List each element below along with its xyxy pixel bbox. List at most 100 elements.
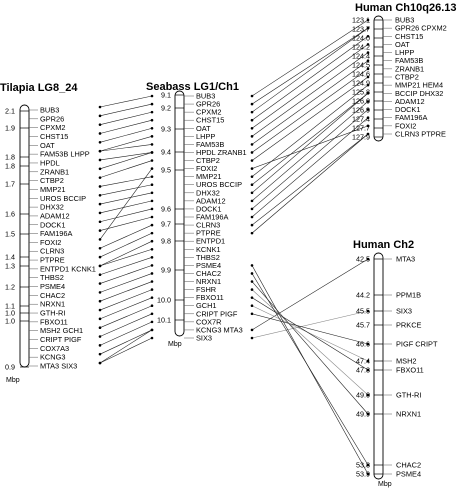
gene-label: UROS BCCIP (40, 194, 86, 203)
synteny-dot (98, 211, 102, 215)
synteny-dot (366, 463, 370, 467)
synteny-line (99, 297, 153, 320)
gene-label: GPR26 CPXM2 (395, 24, 447, 33)
synteny-line (251, 36, 369, 121)
synteny-dot (98, 167, 102, 171)
position-label: 9.2 (161, 104, 171, 113)
gene-label: MTA3 (396, 255, 415, 264)
position-label: 9.6 (161, 205, 171, 214)
gene-label: FAM53B (395, 56, 423, 65)
synteny-line (251, 133, 369, 226)
position-label: 1.1 (5, 302, 15, 311)
synteny-line (251, 305, 369, 362)
synteny-line (251, 265, 369, 475)
synteny-line (99, 224, 153, 249)
synteny-dot (366, 26, 370, 30)
synteny-line (99, 257, 153, 276)
gene-label: LHPP (395, 48, 414, 57)
gene-label: FAM53B (196, 140, 224, 149)
synteny-dot (150, 312, 154, 316)
position-label: 126.0 (352, 97, 370, 106)
gene-label: CRIPT PIGF (196, 309, 238, 318)
synteny-dot (366, 368, 370, 372)
synteny-dot (150, 151, 154, 154)
position-label: 1.6 (5, 210, 15, 219)
synteny-lines (98, 18, 370, 476)
gene-label: OAT (196, 124, 211, 133)
synteny-dot (366, 67, 370, 71)
position-label: 2.1 (5, 107, 15, 116)
gene-label: PRKCE (396, 321, 422, 330)
synteny-dot (98, 193, 102, 197)
position-label: 127.9 (352, 133, 370, 142)
synteny-dot (250, 94, 254, 98)
synteny-dot (250, 199, 254, 203)
position-label: 53.9 (356, 470, 370, 479)
synteny-dot (98, 273, 102, 277)
gene-label: DHX32 (40, 203, 64, 212)
synteny-line (99, 103, 153, 117)
gene-label: CLRN3 (196, 221, 220, 230)
synteny-dot (366, 59, 370, 63)
position-label: 126.9 (352, 106, 370, 115)
gene-label: BUB3 (196, 92, 215, 101)
synteny-dot (366, 342, 370, 346)
synteny-dot (366, 83, 370, 87)
chromosome-human-ch2 (373, 252, 384, 480)
gene-label: OAT (395, 40, 410, 49)
position-label: 1.8 (5, 162, 15, 171)
position-label: 125.8 (352, 88, 370, 97)
synteny-dot (250, 231, 254, 235)
synteny-dot (150, 215, 154, 219)
synteny-dot (250, 288, 254, 291)
synteny-line (99, 273, 153, 293)
gene-label: BUB3 (395, 16, 414, 25)
chromosome-seabass (174, 90, 185, 337)
synteny-dot (150, 336, 154, 340)
synteny-dot (150, 223, 154, 227)
gene-label: CTBP2 (395, 73, 419, 82)
synteny-line (251, 27, 369, 113)
synteny-dot (250, 328, 254, 332)
synteny-line (251, 313, 369, 345)
synteny-dot (150, 191, 154, 195)
synteny-dot (366, 75, 370, 79)
synteny-dot (150, 135, 154, 138)
gene-label: ENTPD1 KCNK1 (40, 264, 96, 273)
position-label: 1.7 (5, 180, 15, 189)
gene-label: BCCIP DHX32 (395, 89, 443, 98)
position-label: 124.4 (352, 52, 370, 61)
position-label: 9.8 (161, 237, 171, 246)
synteny-line (99, 144, 153, 152)
position-label: 10.0 (157, 296, 171, 305)
synteny-line (99, 329, 153, 355)
gene-label: LHPP (196, 132, 215, 141)
position-label: 1.8 (5, 153, 15, 162)
synteny-line (251, 101, 369, 202)
gene-label: DOCK1 (395, 105, 420, 114)
synteny-line (251, 52, 369, 137)
synteny-line (99, 200, 153, 214)
synteny-line (99, 152, 153, 170)
gene-label: ZRANB1 (395, 64, 424, 73)
gene-label: KCNG3 (40, 353, 65, 362)
gene-label: FBXO11 (40, 317, 68, 326)
synteny-dot (98, 335, 102, 338)
gene-label: ENTPD1 (196, 237, 225, 246)
synteny-dot (98, 220, 102, 224)
synteny-dot (150, 296, 154, 299)
gene-label: COX7R (196, 317, 221, 326)
synteny-line (99, 337, 153, 364)
synteny-dot (366, 108, 370, 111)
synteny-line (251, 93, 369, 185)
synteny-dot (366, 359, 370, 363)
gene-label: FOXI2 (395, 121, 416, 130)
gene-label: HPDL ZRANB1 (196, 148, 247, 157)
gene-label: GPR26 (40, 114, 64, 123)
gene-label: CTBP2 (40, 176, 64, 185)
synteny-dot (150, 102, 154, 106)
gene-label: DOCK1 (196, 204, 221, 213)
synteny-dot (150, 207, 154, 211)
position-label: 1.0 (5, 309, 15, 318)
title-seabass: Seabass LG1/Ch1 (146, 81, 239, 93)
